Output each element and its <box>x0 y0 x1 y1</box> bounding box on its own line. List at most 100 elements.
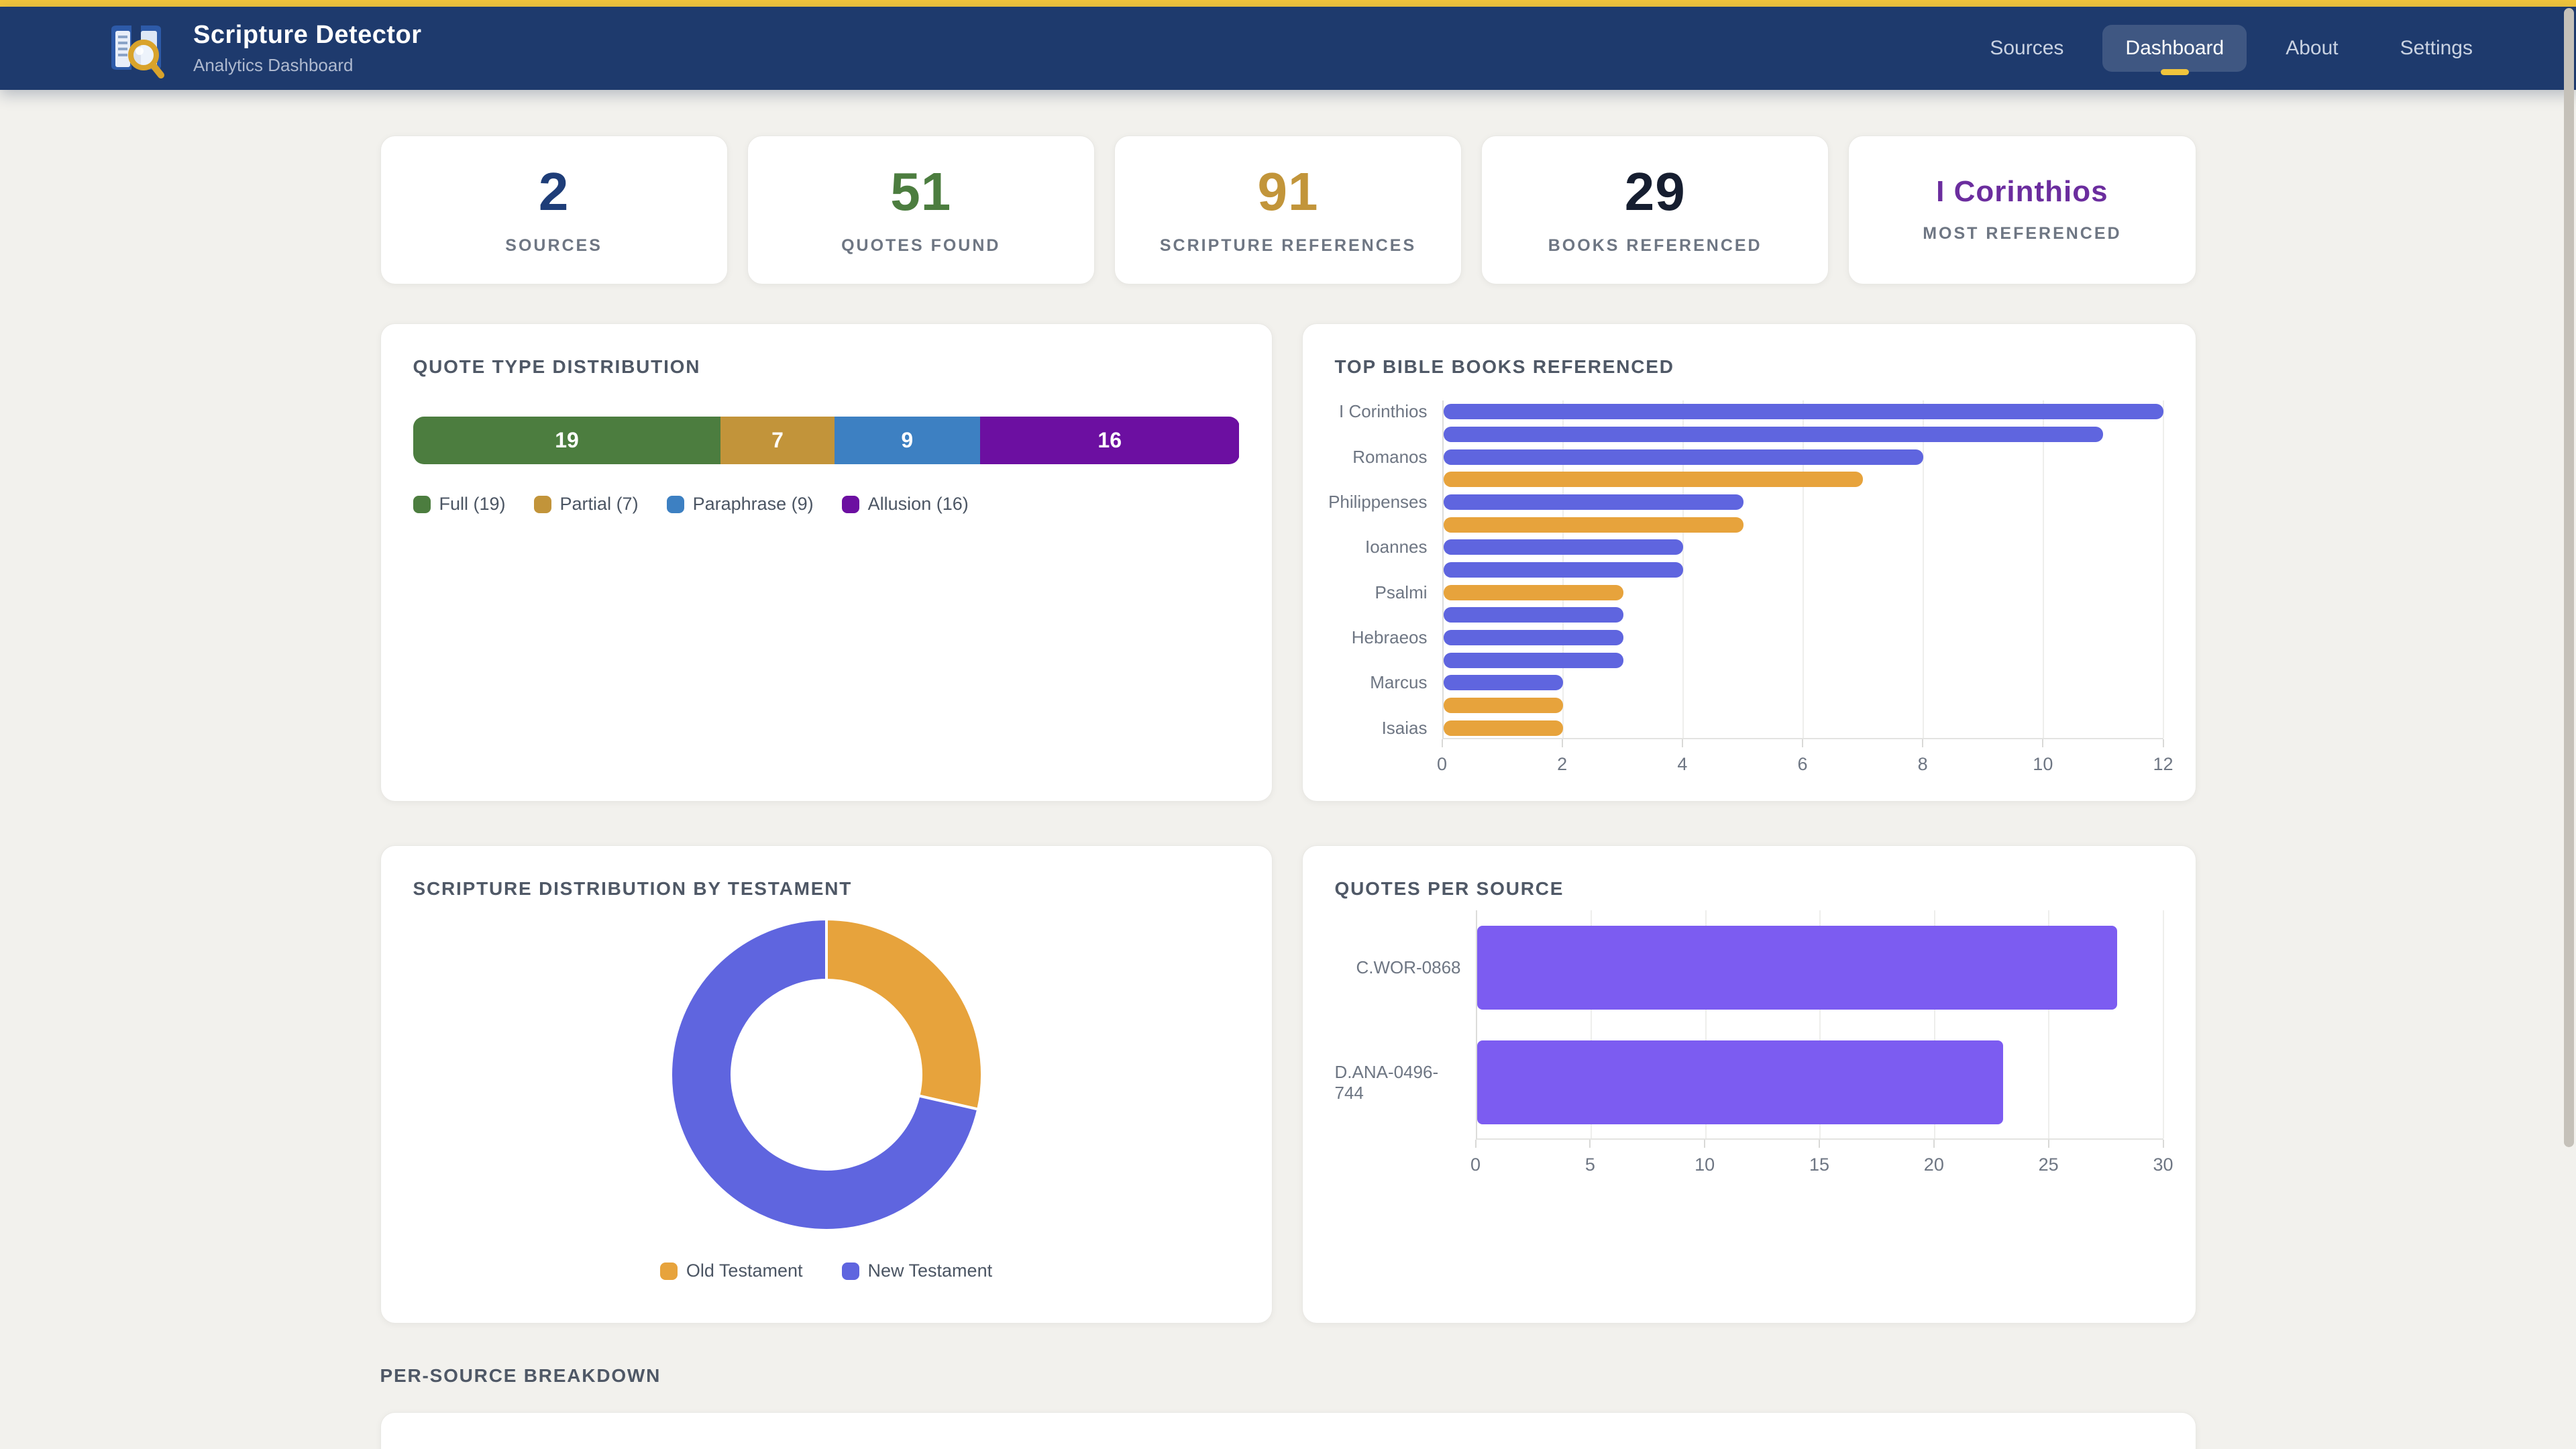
stat-value: I Corinthios <box>1936 174 2108 208</box>
panel-title: QUOTE TYPE DISTRIBUTION <box>413 356 701 377</box>
stat-value: 51 <box>890 161 952 221</box>
dashboard-content: 2 SOURCES 51 QUOTES FOUND 91 SCRIPTURE REFERE… <box>380 90 2196 1449</box>
x-tick-label: 10 <box>1695 1155 1715 1175</box>
gridline <box>1705 910 1707 1138</box>
donut-slice-old-testament <box>824 917 983 1112</box>
gridline <box>2048 910 2049 1138</box>
legend-item-old-testament: Old Testament <box>659 1260 803 1281</box>
category-label-marcus: Marcus <box>1370 672 1428 693</box>
bar-hebraeos <box>1443 630 1623 645</box>
x-tick-label: 4 <box>1677 754 1688 774</box>
quotes-per-source-labels: C.WOR-0868 D.ANA-0496-744 <box>1335 910 1476 1140</box>
stat-value: 29 <box>1624 161 1686 221</box>
bar-c-wor-0868 <box>1477 926 2118 1010</box>
quote-type-stacked-bar: 19 7 9 16 <box>413 417 1240 464</box>
main-nav: Sources Dashboard About Settings <box>1967 25 2496 75</box>
bar-unlabeled <box>1443 607 1623 623</box>
gridline <box>2162 910 2164 1138</box>
nav-item-sources[interactable]: Sources <box>1990 37 2064 59</box>
quotes-per-source-plot <box>1475 910 2164 1140</box>
per-source-breakdown-card <box>380 1412 2196 1449</box>
stacked-segment-paraphrase: 9 <box>834 417 980 464</box>
x-tick-label: 30 <box>2153 1155 2174 1175</box>
category-label-hebraeos: Hebraeos <box>1351 627 1428 647</box>
bar-unlabeled <box>1443 562 1684 578</box>
bar-d-ana-0496-744 <box>1477 1040 2003 1124</box>
stat-card-quotes-found: 51 QUOTES FOUND <box>747 136 1095 284</box>
bar-unlabeled <box>1443 472 1864 488</box>
legend-label: Paraphrase (9) <box>692 494 814 514</box>
x-tickmark <box>1474 1140 1477 1148</box>
nav-item-settings[interactable]: Settings <box>2400 37 2473 59</box>
legend-swatch-icon <box>666 495 684 513</box>
stat-value: 2 <box>538 161 570 221</box>
stats-row: 2 SOURCES 51 QUOTES FOUND 91 SCRIPTURE REFERE… <box>380 136 2196 284</box>
panel-title: SCRIPTURE DISTRIBUTION BY TESTAMENT <box>413 878 853 899</box>
quote-type-legend: Full (19) Partial (7) Paraphrase (9) Allusi… <box>413 494 1240 515</box>
stacked-segment-allusion: 16 <box>979 417 1240 464</box>
legend-swatch-icon <box>841 1262 859 1280</box>
category-label-d-ana-0496-744: D.ANA-0496-744 <box>1334 1061 1439 1103</box>
brand: Scripture Detector Analytics Dashboard <box>101 12 422 85</box>
stacked-segment-full: 19 <box>413 417 721 464</box>
x-tick-label: 5 <box>1585 1155 1595 1175</box>
legend-swatch-icon <box>659 1262 678 1280</box>
testament-donut-wrap <box>413 917 1240 1232</box>
panel-testament-distribution: SCRIPTURE DISTRIBUTION BY TESTAMENT Old … <box>380 845 1273 1324</box>
gridline <box>1819 910 1821 1138</box>
panel-grid: QUOTE TYPE DISTRIBUTION 19 7 9 16 Full (19)… <box>380 323 2196 1324</box>
x-tick-label: 15 <box>1809 1155 1830 1175</box>
legend-label: Old Testament <box>686 1260 803 1281</box>
stat-value: 91 <box>1257 161 1319 221</box>
legend-item-partial-7: Partial (7) <box>533 494 639 515</box>
category-label-i-corinthios: I Corinthios <box>1339 401 1428 422</box>
top-books-chart: I Corinthios Romanos Philippenses Ioannes Ps… <box>1328 400 2164 739</box>
bar-unlabeled <box>1443 517 1743 533</box>
stat-label: SOURCES <box>505 235 602 255</box>
nav-item-about[interactable]: About <box>2286 37 2339 59</box>
stat-label: QUOTES FOUND <box>841 235 1001 255</box>
x-tick-label: 0 <box>1470 1155 1481 1175</box>
per-source-breakdown-heading: PER-SOURCE BREAKDOWN <box>380 1365 661 1386</box>
legend-item-new-testament: New Testament <box>841 1260 992 1281</box>
x-tickmark <box>1441 739 1443 747</box>
x-tick-label: 12 <box>2153 754 2174 774</box>
nav-item-dashboard[interactable]: Dashboard <box>2102 25 2247 75</box>
app-header: Scripture Detector Analytics Dashboard S… <box>0 7 2576 90</box>
app-title: Scripture Detector <box>193 21 422 49</box>
x-tick-label: 8 <box>1917 754 1928 774</box>
books-magnifier-icon <box>101 12 173 85</box>
x-tickmark <box>2042 739 2044 747</box>
x-tick-label: 6 <box>1797 754 1808 774</box>
x-tick-label: 25 <box>2038 1155 2059 1175</box>
gridline <box>1682 400 1684 738</box>
vertical-scrollbar-thumb[interactable] <box>2564 8 2574 1147</box>
category-label-philippenses: Philippenses <box>1328 491 1428 512</box>
gridline <box>1933 910 1935 1138</box>
panel-quotes-per-source: QUOTES PER SOURCE C.WOR-0868 D.ANA-0496-7… <box>1301 845 2196 1324</box>
category-label-unlabeled <box>1335 604 1442 627</box>
panel-title: TOP BIBLE BOOKS REFERENCED <box>1334 356 1674 377</box>
brand-text: Scripture Detector Analytics Dashboard <box>193 21 422 76</box>
legend-label: Partial (7) <box>559 494 639 514</box>
bar-i-corinthios <box>1443 404 2163 420</box>
x-tickmark <box>1802 739 1803 747</box>
x-tickmark <box>2162 1140 2164 1148</box>
stacked-segment-partial: 7 <box>720 417 835 464</box>
x-tickmark <box>1819 1140 1820 1148</box>
stat-label: MOST REFERENCED <box>1923 223 2122 243</box>
stat-card-most-referenced: I Corinthios MOST REFERENCED <box>1848 136 2196 284</box>
legend-swatch-icon <box>413 495 431 513</box>
category-label-isaias: Isaias <box>1381 717 1428 738</box>
gridline <box>1803 400 1804 738</box>
category-label-unlabeled <box>1335 513 1442 536</box>
legend-item-full-19: Full (19) <box>413 494 506 515</box>
bar-unlabeled <box>1443 652 1623 668</box>
x-tick-label: 2 <box>1557 754 1568 774</box>
category-label-c-wor-0868: C.WOR-0868 <box>1356 957 1461 977</box>
x-tickmark <box>1561 739 1563 747</box>
x-tick-label: 10 <box>2033 754 2053 774</box>
legend-label: Full (19) <box>439 494 506 514</box>
x-tickmark <box>1681 739 1683 747</box>
bar-psalmi <box>1443 584 1623 600</box>
